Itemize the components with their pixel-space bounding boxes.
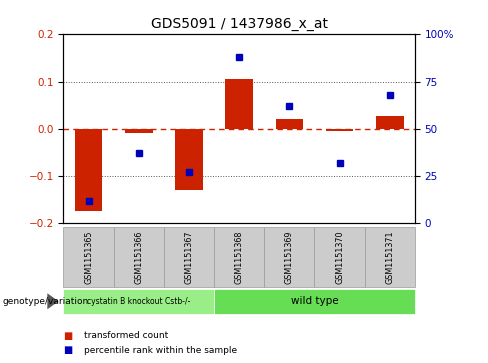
Bar [376, 116, 404, 129]
Bar [276, 119, 303, 129]
Text: GSM1151368: GSM1151368 [235, 230, 244, 284]
Text: cystatin B knockout Cstb-/-: cystatin B knockout Cstb-/- [87, 297, 190, 306]
Bar [175, 129, 203, 190]
Text: GSM1151367: GSM1151367 [184, 230, 193, 284]
Text: ■: ■ [63, 331, 73, 341]
Text: GSM1151365: GSM1151365 [84, 230, 93, 284]
Bar [225, 79, 253, 129]
Bar [325, 129, 353, 131]
Text: ■: ■ [63, 345, 73, 355]
Text: transformed count: transformed count [84, 331, 168, 340]
Text: genotype/variation: genotype/variation [2, 297, 89, 306]
Text: GSM1151366: GSM1151366 [134, 230, 143, 284]
Text: GSM1151371: GSM1151371 [385, 230, 394, 284]
Text: wild type: wild type [290, 296, 338, 306]
Bar [125, 129, 153, 132]
Polygon shape [47, 293, 59, 309]
Text: percentile rank within the sample: percentile rank within the sample [84, 346, 237, 355]
Bar [75, 129, 102, 211]
Text: GSM1151369: GSM1151369 [285, 230, 294, 284]
Title: GDS5091 / 1437986_x_at: GDS5091 / 1437986_x_at [151, 17, 327, 31]
Text: GSM1151370: GSM1151370 [335, 230, 344, 284]
